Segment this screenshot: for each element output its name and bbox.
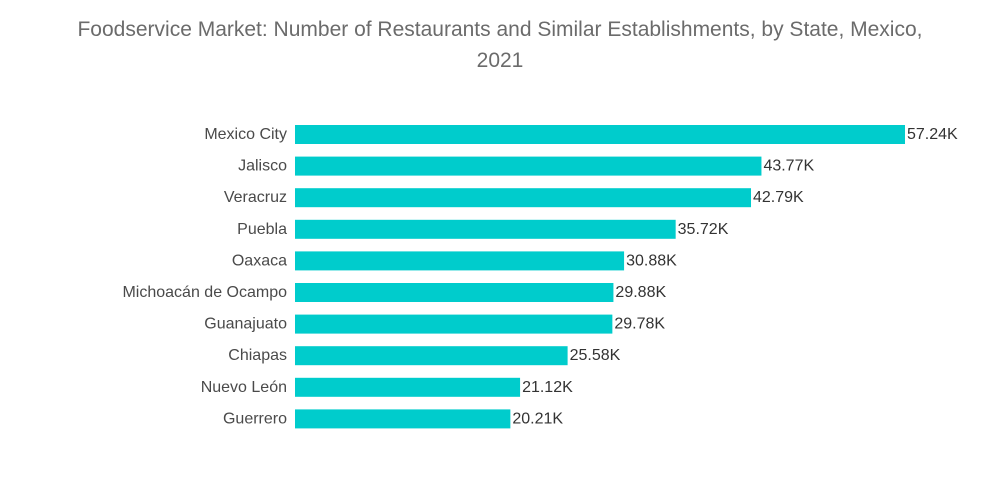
value-label: 21.12K	[522, 379, 573, 396]
value-label: 35.72K	[678, 221, 729, 238]
value-label: 42.79K	[753, 189, 804, 206]
value-label: 43.77K	[763, 158, 814, 175]
chart-title: Foodservice Market: Number of Restaurant…	[77, 18, 923, 72]
bar-guanajuato	[295, 314, 613, 334]
category-label: Veracruz	[224, 189, 287, 206]
category-label: Puebla	[237, 221, 287, 238]
bar-guerrero	[295, 409, 511, 429]
category-label: Oaxaca	[232, 252, 287, 269]
bar-nuevo-le-n	[295, 377, 521, 397]
bar-veracruz	[295, 188, 752, 208]
category-label: Guanajuato	[204, 316, 287, 333]
value-label: 30.88K	[626, 252, 677, 269]
category-label: Nuevo León	[201, 379, 287, 396]
value-label: 29.78K	[614, 316, 665, 333]
value-label: 29.88K	[615, 284, 666, 301]
bar-michoac-n-de-ocampo	[295, 283, 614, 302]
value-label: 20.21K	[512, 410, 563, 427]
bar-jalisco	[295, 156, 762, 176]
category-label: Chiapas	[228, 347, 287, 364]
category-label: Jalisco	[238, 158, 287, 175]
value-label: 57.24K	[907, 126, 958, 143]
bar-puebla	[295, 219, 676, 239]
category-label: Michoacán de Ocampo	[122, 284, 287, 301]
bar-mexico-city	[295, 125, 905, 144]
category-label: Guerrero	[223, 410, 287, 427]
bar-oaxaca	[295, 251, 625, 271]
category-label: Mexico City	[204, 126, 287, 143]
value-label: 25.58K	[570, 347, 621, 364]
bar-chiapas	[295, 346, 568, 366]
